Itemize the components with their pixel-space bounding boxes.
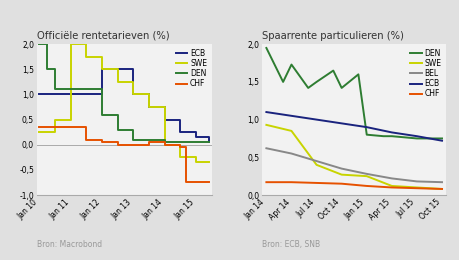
Text: Bron: Macrobond: Bron: Macrobond — [37, 240, 102, 249]
Text: Spaarrente particulieren (%): Spaarrente particulieren (%) — [262, 31, 403, 41]
Legend: DEN, SWE, BEL, ECB, CHF: DEN, SWE, BEL, ECB, CHF — [409, 48, 442, 99]
Legend: ECB, SWE, DEN, CHF: ECB, SWE, DEN, CHF — [174, 48, 207, 89]
Text: Bron: ECB, SNB: Bron: ECB, SNB — [262, 240, 319, 249]
Text: Officiële rentetarieven (%): Officiële rentetarieven (%) — [37, 31, 169, 41]
